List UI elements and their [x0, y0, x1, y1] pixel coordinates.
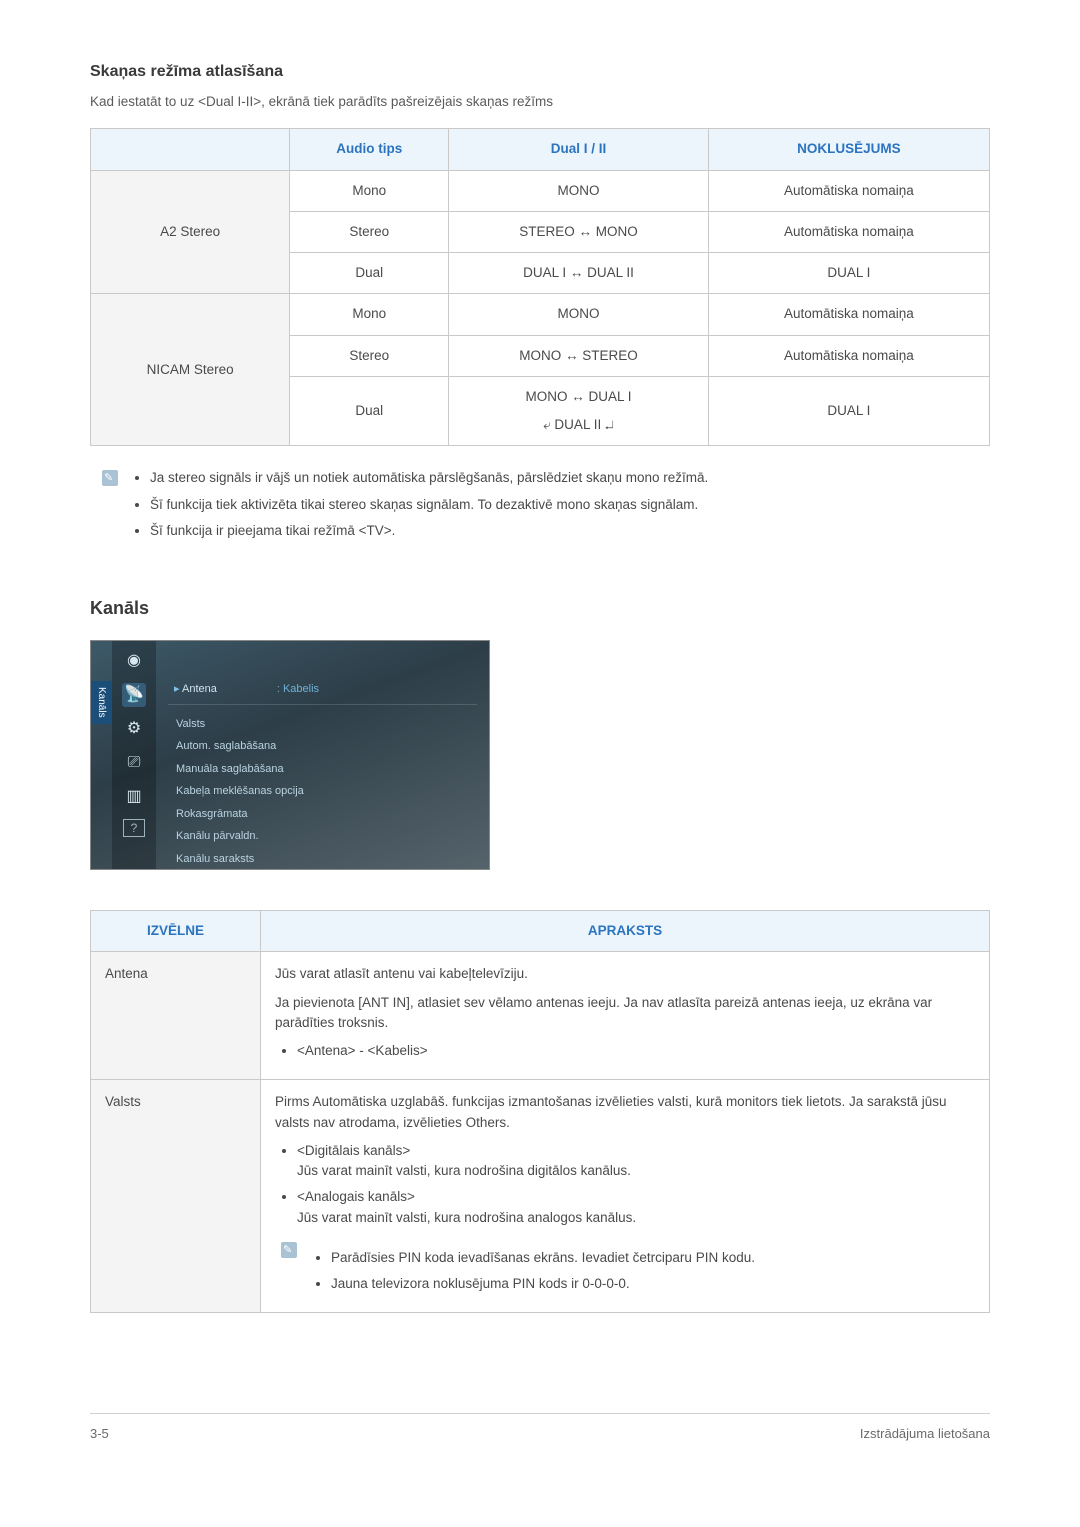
desc-p: Jūs varat atlasīt antenu vai kabeļtelevī… [275, 964, 975, 984]
osd-screenshot: Kanāls ◉ 📡 ⚙ ⎚ ▥ ? Antena : Kabelis Vals… [90, 640, 490, 870]
th-default: NOKLUSĒJUMS [708, 129, 989, 170]
bullet-desc: Jūs varat mainīt valsti, kura nodrošina … [297, 1163, 631, 1178]
note-item: Šī funkcija ir pieejama tikai režīmā <TV… [150, 521, 708, 541]
rowhead-nicam: NICAM Stereo [91, 294, 290, 446]
inner-note-item: Jauna televizora noklusējuma PIN kods ir… [331, 1274, 755, 1294]
cell: Dual [290, 376, 449, 446]
description-table: IZVĒLNE APRAKSTS Antena Jūs varat atlasī… [90, 910, 990, 1313]
desc-p: Ja pievienota [ANT IN], atlasiet sev vēl… [275, 993, 975, 1034]
cell: Automātiska nomaiņa [708, 294, 989, 335]
cell: DUAL I [708, 253, 989, 294]
osd-content: Antena : Kabelis Valsts Autom. saglabāša… [156, 641, 489, 869]
cell: Automātiska nomaiņa [708, 211, 989, 252]
note-icon [102, 470, 118, 486]
bullet-title: <Analogais kanāls> [297, 1189, 415, 1204]
cell: MONO [449, 294, 709, 335]
power-icon: ◉ [122, 649, 146, 673]
gear-icon: ⚙ [122, 717, 146, 741]
desc-bullet: <Analogais kanāls> Jūs varat mainīt vals… [297, 1187, 975, 1228]
note-item: Šī funkcija tiek aktivizēta tikai stereo… [150, 495, 708, 515]
dual-line1: MONO ↔ DUAL I [457, 387, 700, 407]
osd-item: Kanālu saraksts [176, 848, 477, 871]
inner-note: Parādīsies PIN koda ievadīšanas ekrāns. … [275, 1240, 975, 1301]
osd-item: Autom. saglabāšana [176, 735, 477, 758]
th-menu: IZVĒLNE [91, 911, 261, 952]
cell: Stereo [290, 211, 449, 252]
cell: DUAL I ↔ DUAL II [449, 253, 709, 294]
osd-item: Kabeļa meklēšanas opcija [176, 780, 477, 803]
section-kanals: Kanāls [90, 595, 990, 622]
desc-antena: Jūs varat atlasīt antenu vai kabeļtelevī… [261, 952, 990, 1080]
dual-line2: ⤶ DUAL II ↵ [457, 415, 700, 435]
note-block: Ja stereo signāls ir vājš un notiek auto… [102, 468, 990, 547]
rowhead-a2: A2 Stereo [91, 170, 290, 294]
inner-note-item: Parādīsies PIN koda ievadīšanas ekrāns. … [331, 1248, 755, 1268]
menu-valsts: Valsts [91, 1080, 261, 1313]
osd-item: Valsts [176, 713, 477, 736]
osd-item: Rokasgrāmata [176, 803, 477, 826]
th-blank [91, 129, 290, 170]
osd-side-tab: Kanāls [91, 681, 112, 724]
th-desc: APRAKSTS [261, 911, 990, 952]
cell: Automātiska nomaiņa [708, 335, 989, 376]
cell: Dual [290, 253, 449, 294]
th-dual: Dual I / II [449, 129, 709, 170]
cell: Stereo [290, 335, 449, 376]
bullet-title: <Digitālais kanāls> [297, 1143, 410, 1158]
th-audio: Audio tips [290, 129, 449, 170]
antenna-icon: 📡 [122, 683, 146, 707]
bullet-desc: Jūs varat mainīt valsti, kura nodrošina … [297, 1210, 636, 1225]
footer-title: Izstrādājuma lietošana [860, 1424, 990, 1444]
cell: Mono [290, 294, 449, 335]
osd-item: Kanālu pārvaldn. [176, 825, 477, 848]
cell: MONO ↔ STEREO [449, 335, 709, 376]
audio-mode-table: Audio tips Dual I / II NOKLUSĒJUMS A2 St… [90, 128, 990, 446]
cell: Automātiska nomaiņa [708, 170, 989, 211]
desc-bullet: <Digitālais kanāls> Jūs varat mainīt val… [297, 1141, 975, 1182]
page-footer: 3-5 Izstrādājuma lietošana [90, 1413, 990, 1444]
menu-antena: Antena [91, 952, 261, 1080]
cell: MONO [449, 170, 709, 211]
section-title: Skaņas režīma atlasīšana [90, 60, 990, 84]
desc-valsts: Pirms Automātiska uzglabāš. funkcijas iz… [261, 1080, 990, 1313]
cell: DUAL I [708, 376, 989, 446]
osd-item: Manuāla saglabāšana [176, 758, 477, 781]
section-intro: Kad iestatāt to uz <Dual I-II>, ekrānā t… [90, 92, 990, 112]
cell: Mono [290, 170, 449, 211]
osd-icon-column: ◉ 📡 ⚙ ⎚ ▥ ? [112, 641, 156, 869]
input-icon: ⎚ [122, 751, 146, 775]
desc-p: Pirms Automātiska uzglabāš. funkcijas iz… [275, 1092, 975, 1133]
desc-bullet: <Antena> - <Kabelis> [297, 1041, 975, 1061]
osd-tab-antena: Antena [174, 681, 217, 698]
cell: STEREO ↔ MONO [449, 211, 709, 252]
app-icon: ▥ [122, 785, 146, 809]
note-item: Ja stereo signāls ir vājš un notiek auto… [150, 468, 708, 488]
footer-page: 3-5 [90, 1424, 109, 1444]
osd-menu-list: Valsts Autom. saglabāšana Manuāla saglab… [168, 705, 477, 871]
note-icon [281, 1242, 297, 1258]
help-icon: ? [123, 819, 145, 837]
osd-tab-kabelis: : Kabelis [277, 681, 319, 698]
cell: MONO ↔ DUAL I ⤶ DUAL II ↵ [449, 376, 709, 446]
note-list: Ja stereo signāls ir vājš un notiek auto… [130, 468, 708, 547]
